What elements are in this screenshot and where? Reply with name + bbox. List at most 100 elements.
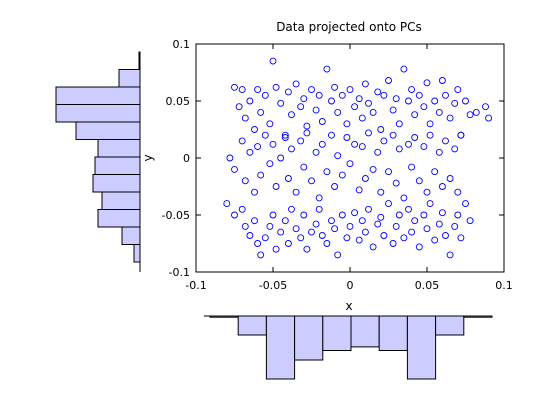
y-tick-label: -0.1 [169,266,190,279]
scatter-point-121 [446,175,454,182]
scatter-point-183 [454,211,462,219]
scatter-point-127 [238,205,246,213]
scatter-point-164 [380,232,388,239]
scatter-point-159 [361,228,369,236]
x-tick-label: 0.05 [415,279,440,292]
scatter-point-83 [300,163,308,171]
scatter-point-71 [254,143,262,151]
scatter-point-181 [446,251,454,259]
scatter-point-75 [269,140,277,148]
scatter-point-151 [331,225,339,233]
scatter-point-11 [272,83,280,91]
x-hist-bar-7 [406,315,437,380]
scatter-point-99 [361,175,369,182]
scatter-point-131 [254,240,262,247]
scatter-point-173 [415,243,423,251]
scatter-point-37 [374,88,382,96]
scatter-point-47 [411,111,419,119]
y-hist-bar-1 [121,226,141,245]
scatter-point-186 [466,217,474,225]
scatter-point-66 [231,165,238,173]
y-hist-bar-6 [97,139,141,158]
scatter-point-102 [374,148,382,156]
scatter-point-25 [328,97,335,105]
y-hist-bar-10 [118,69,141,88]
scatter-point-3 [241,114,249,122]
scatter-point-147 [315,205,323,213]
scatter-point-63 [482,103,489,111]
scatter-point-104 [380,137,388,145]
scatter-point-168 [395,211,403,219]
scatter-point-95 [346,160,354,168]
scatter-point-113 [415,177,423,185]
scatter-point-70 [251,188,258,196]
scatter-point-33 [358,114,366,122]
scatter-point-52 [431,97,439,105]
scatter-plot: -0.1 -0.05 0 0.05 0.1 -0.1 -0.05 0 0.05 0.1 Data… [141,20,513,313]
scatter-point-163 [377,213,385,221]
scatter-point-85 [308,177,315,185]
scatter-point-170 [405,205,412,213]
scatter-point-130 [251,217,258,225]
scatter-point-48 [415,91,423,99]
scatter-point-42 [392,95,400,103]
scatter-point-157 [355,236,363,244]
scatter-point-108 [395,145,403,153]
scatter-point-150 [328,217,335,225]
scatter-point-86 [312,148,320,156]
scatter-points [223,57,493,259]
scatter-point-9 [266,120,274,128]
scatter-point-180 [442,232,449,239]
scatter-x-ticks: -0.1 -0.05 0 0.05 0.1 [185,44,513,292]
scatter-point-107 [392,179,400,187]
scatter-point-94 [343,134,351,141]
scatter-point-146 [312,220,320,228]
scatter-point-152 [334,251,342,259]
scatter-title: Data projected onto PCs [276,20,422,34]
scatter-point-39 [380,91,388,99]
y-tick-label: -0.05 [162,209,190,222]
scatter-point-44 [400,65,408,73]
scatter-point-100 [365,129,372,137]
y-tick-label: 0.05 [166,95,191,108]
scatter-y-ticks: -0.1 -0.05 0 0.05 0.1 [162,38,504,279]
scatter-point-72 [257,171,265,179]
scatter-point-133 [261,234,269,242]
x-hist-bar-1 [237,315,267,336]
scatter-point-30 [346,86,354,94]
scatter-point-169 [400,234,408,242]
scatter-point-98 [358,143,366,151]
scatter-point-114 [420,143,428,151]
scatter-point-79 [284,175,292,182]
scatter-point-141 [292,225,300,233]
scatter-point-35 [365,99,372,107]
scatter-point-2 [235,103,243,111]
scatter-point-26 [331,83,339,91]
scatter-point-109 [400,194,408,202]
scatter-point-111 [408,163,416,171]
scatter-point-116 [426,131,434,139]
scatter-point-177 [431,236,439,244]
scatter-point-179 [438,209,446,217]
scatter-point-117 [431,168,439,176]
scatter-point-143 [300,211,308,219]
scatter-point-24 [323,65,331,73]
scatter-point-119 [438,183,446,190]
x-tick-label: -0.05 [259,279,287,292]
scatter-point-158 [358,217,366,225]
scatter-point-51 [426,120,434,128]
scatter-point-84 [303,129,311,137]
scatter-point-105 [385,168,392,176]
scatter-point-148 [318,232,326,239]
scatter-point-123 [454,188,462,196]
scatter-point-136 [272,245,280,253]
scatter-point-8 [261,91,269,99]
y-axis-label: y [141,154,155,161]
scatter-point-120 [442,137,449,145]
scatter-point-81 [292,188,300,196]
x-hist-bar-4 [322,315,352,351]
scatter-point-14 [284,88,292,96]
scatter-point-91 [331,183,339,190]
scatter-point-101 [369,165,377,173]
